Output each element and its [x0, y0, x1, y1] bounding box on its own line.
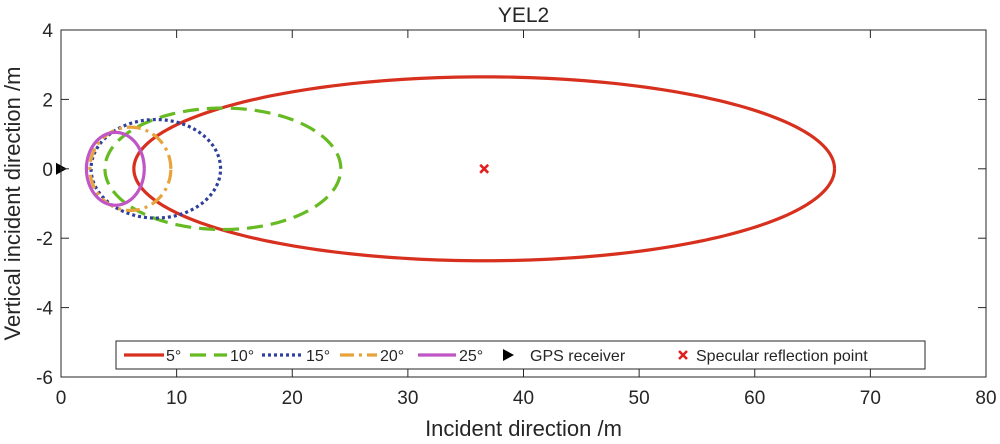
legend: 5° 10° 15° 20° 25° GPS receiver Specular refle…	[115, 340, 926, 370]
y-axis-label: Vertical incident direction /m	[0, 67, 25, 341]
x-tick-label: 40	[513, 388, 534, 409]
x-tick-label: 0	[56, 388, 67, 409]
x-axis-label: Incident direction /m	[425, 416, 622, 441]
y-tick-label: 2	[42, 90, 53, 111]
marker-2	[479, 163, 490, 174]
x-tick-label: 80	[975, 388, 996, 409]
axes-frame	[60, 29, 987, 378]
x-tick-label: 20	[282, 388, 303, 409]
legend-label-4: 20°	[380, 348, 404, 365]
chart-title: YEL2	[498, 4, 549, 27]
x-tick-label: 50	[629, 388, 650, 409]
legend-swatch-specular-point	[678, 350, 688, 360]
series-line-4	[88, 125, 173, 213]
series-line-1	[132, 75, 837, 263]
y-tick-label: -6	[36, 368, 53, 389]
x-tick-label: 70	[860, 388, 881, 409]
x-tick-label: 10	[166, 388, 187, 409]
y-tick-label: -2	[36, 229, 53, 250]
y-tick-label: 4	[42, 21, 53, 42]
axes: 0 10 20 30 40 50 60 70 80 -6 -4 -2 0 2 4	[36, 21, 996, 409]
y-tick-label: 0	[42, 160, 53, 181]
legend-box	[115, 340, 926, 370]
y-tick-label: -4	[36, 299, 53, 320]
legend-swatch-gps-receiver	[503, 349, 514, 361]
legend-label-gps-receiver: GPS receiver	[530, 348, 626, 365]
legend-label-5: 25°	[459, 348, 483, 365]
legend-label-2: 10°	[230, 348, 254, 365]
legend-label-specular-point: Specular reflection point	[696, 348, 868, 365]
series-line-2	[103, 106, 343, 232]
x-tick-label: 60	[744, 388, 765, 409]
series-line-5	[84, 130, 146, 207]
legend-label-1: 5°	[166, 348, 181, 365]
legend-label-3: 15°	[306, 348, 330, 365]
series-line-3	[89, 117, 223, 220]
plot-area	[56, 75, 837, 263]
x-tick-label: 30	[397, 388, 418, 409]
